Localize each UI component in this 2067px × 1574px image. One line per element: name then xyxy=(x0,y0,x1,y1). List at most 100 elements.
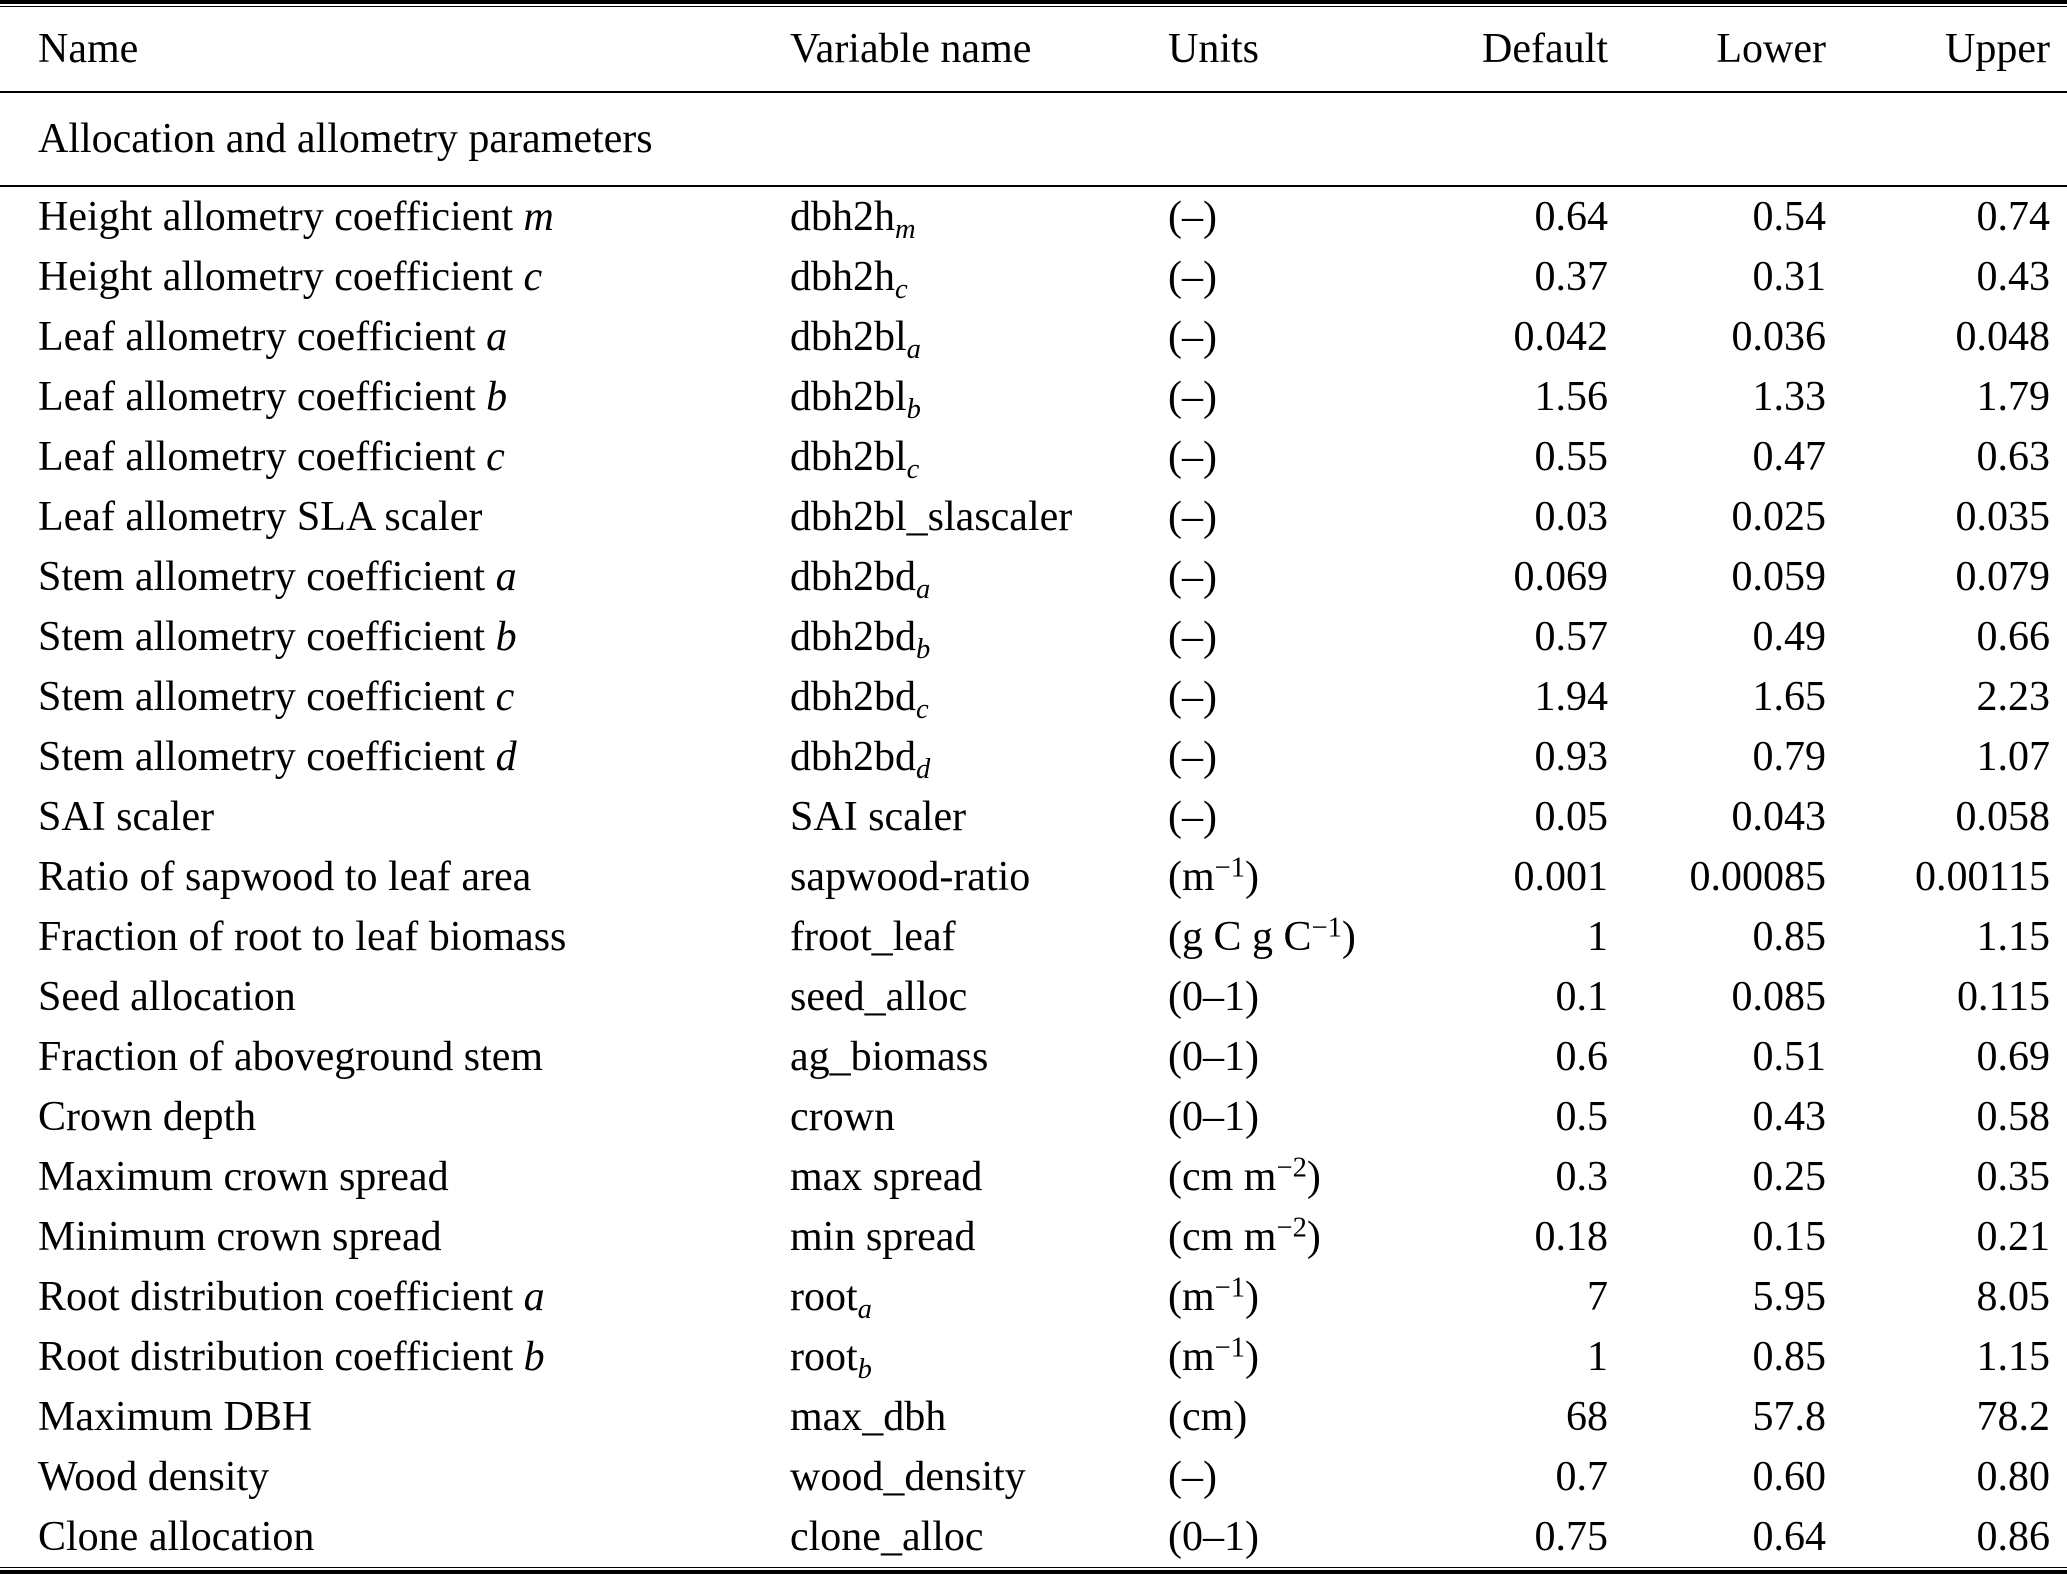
cell-name: Root distribution coefficient a xyxy=(38,1274,545,1320)
cell-variable-name: froot_leaf xyxy=(790,914,956,960)
section-header: Allocation and allometry parameters xyxy=(38,116,653,162)
cell-lower: 0.31 xyxy=(1752,254,1827,300)
cell-default: 0.069 xyxy=(1513,554,1609,600)
cell-default: 1 xyxy=(1587,1334,1608,1380)
cell-units: (–) xyxy=(1168,194,1217,240)
cell-variable-name: max spread xyxy=(790,1154,983,1200)
table-row: Root distribution coefficient b rootb (m−1… xyxy=(0,1327,2067,1387)
cell-name: Maximum DBH xyxy=(38,1394,313,1440)
cell-lower: 5.95 xyxy=(1752,1274,1827,1320)
cell-variable-name: min spread xyxy=(790,1214,976,1260)
cell-name: Fraction of root to leaf biomass xyxy=(38,914,567,960)
cell-upper: 0.63 xyxy=(1976,434,2051,480)
cell-name: Crown depth xyxy=(38,1094,257,1140)
cell-units: (–) xyxy=(1168,614,1217,660)
table-row: Stem allometry coefficient c dbh2bdc (–) 1.… xyxy=(0,667,2067,727)
table-row: Wood density wood_density (–) 0.7 0.60 0.80 xyxy=(0,1447,2067,1507)
cell-variable-name: seed_alloc xyxy=(790,974,968,1020)
column-header-lower: Lower xyxy=(1716,26,1826,72)
cell-default: 0.57 xyxy=(1534,614,1609,660)
cell-units: (–) xyxy=(1168,254,1217,300)
table-row: Stem allometry coefficient d dbh2bdd (–) 0.… xyxy=(0,727,2067,787)
cell-default: 1 xyxy=(1587,914,1608,960)
cell-default: 0.001 xyxy=(1513,854,1609,900)
table-row: Crown depth crown (0–1) 0.5 0.43 0.58 xyxy=(0,1087,2067,1147)
cell-upper: 0.35 xyxy=(1976,1154,2051,1200)
table-row: Maximum crown spread max spread (cm m−2) 0.… xyxy=(0,1147,2067,1207)
cell-units: (–) xyxy=(1168,794,1217,840)
column-header-default: Default xyxy=(1482,26,1608,72)
table-row: Fraction of root to leaf biomass froot_le… xyxy=(0,907,2067,967)
cell-name: Root distribution coefficient b xyxy=(38,1334,545,1380)
cell-default: 0.03 xyxy=(1534,494,1609,540)
cell-upper: 0.079 xyxy=(1955,554,2051,600)
cell-upper: 0.21 xyxy=(1976,1214,2051,1260)
cell-lower: 0.85 xyxy=(1752,1334,1827,1380)
cell-upper: 0.43 xyxy=(1976,254,2051,300)
cell-lower: 0.64 xyxy=(1752,1514,1827,1560)
cell-upper: 0.74 xyxy=(1976,194,2051,240)
cell-lower: 0.059 xyxy=(1731,554,1827,600)
cell-default: 0.7 xyxy=(1555,1454,1609,1500)
cell-variable-name: dbh2bdd xyxy=(790,734,931,785)
cell-upper: 0.00115 xyxy=(1915,854,2050,900)
table-row: Leaf allometry coefficient b dbh2blb (–) 1.… xyxy=(0,367,2067,427)
cell-variable-name: dbh2bl_slascaler xyxy=(790,494,1073,540)
cell-variable-name: sapwood-ratio xyxy=(790,854,1031,900)
cell-units: (–) xyxy=(1168,314,1217,360)
cell-variable-name: clone_alloc xyxy=(790,1514,984,1560)
cell-units: (m−1) xyxy=(1168,1272,1260,1320)
table-row: Stem allometry coefficient b dbh2bdb (–) 0.… xyxy=(0,607,2067,667)
table-row: Root distribution coefficient a roota (m−1… xyxy=(0,1267,2067,1327)
cell-variable-name: crown xyxy=(790,1094,895,1140)
cell-default: 0.75 xyxy=(1534,1514,1609,1560)
cell-units: (g C g C−1) xyxy=(1168,912,1356,960)
cell-units: (m−1) xyxy=(1168,852,1260,900)
cell-lower: 0.85 xyxy=(1752,914,1827,960)
cell-default: 0.64 xyxy=(1534,194,1609,240)
cell-units: (0–1) xyxy=(1168,1034,1259,1080)
cell-lower: 0.51 xyxy=(1752,1034,1827,1080)
table-row: Seed allocation seed_alloc (0–1) 0.1 0.085 0.… xyxy=(0,967,2067,1027)
cell-upper: 0.58 xyxy=(1976,1094,2051,1140)
cell-default: 0.042 xyxy=(1513,314,1609,360)
cell-lower: 0.043 xyxy=(1731,794,1827,840)
table-row: Fraction of aboveground stem ag_biomass (0… xyxy=(0,1027,2067,1087)
cell-name: Minimum crown spread xyxy=(38,1214,442,1260)
cell-lower: 0.025 xyxy=(1731,494,1827,540)
cell-name: Seed allocation xyxy=(38,974,296,1020)
cell-lower: 0.036 xyxy=(1731,314,1827,360)
cell-units: (cm m−2) xyxy=(1168,1152,1321,1200)
table-row: Maximum DBH max_dbh (cm) 68 57.8 78.2 xyxy=(0,1387,2067,1447)
cell-upper: 0.035 xyxy=(1955,494,2051,540)
cell-variable-name: roota xyxy=(790,1274,872,1325)
table-row: Minimum crown spread min spread (cm m−2) 0.… xyxy=(0,1207,2067,1267)
cell-upper: 0.80 xyxy=(1976,1454,2051,1500)
cell-upper: 0.86 xyxy=(1976,1514,2051,1560)
cell-name: Leaf allometry SLA scaler xyxy=(38,494,483,540)
cell-units: (–) xyxy=(1168,1454,1217,1500)
table-header-row: Name Variable name Units Default Lower U… xyxy=(0,7,2067,92)
cell-upper: 0.048 xyxy=(1955,314,2051,360)
cell-upper: 1.15 xyxy=(1976,914,2051,960)
cell-lower: 1.65 xyxy=(1752,674,1827,720)
table-row: Leaf allometry SLA scaler dbh2bl_slascale… xyxy=(0,487,2067,547)
cell-units: (0–1) xyxy=(1168,974,1259,1020)
cell-variable-name: dbh2blb xyxy=(790,374,921,425)
cell-lower: 0.15 xyxy=(1752,1214,1827,1260)
cell-upper: 78.2 xyxy=(1976,1394,2051,1440)
cell-lower: 0.54 xyxy=(1752,194,1827,240)
table-row: Leaf allometry coefficient a dbh2bla (–) 0.… xyxy=(0,307,2067,367)
cell-default: 0.93 xyxy=(1534,734,1609,780)
table-row: Clone allocation clone_alloc (0–1) 0.75 0.64… xyxy=(0,1507,2067,1567)
cell-default: 0.1 xyxy=(1555,974,1609,1020)
cell-name: Stem allometry coefficient c xyxy=(38,674,515,720)
cell-name: Stem allometry coefficient d xyxy=(38,734,517,780)
column-header-variable-name: Variable name xyxy=(790,26,1032,72)
cell-variable-name: max_dbh xyxy=(790,1394,947,1440)
cell-variable-name: dbh2bdb xyxy=(790,614,931,665)
cell-name: Leaf allometry coefficient b xyxy=(38,374,508,420)
cell-name: Stem allometry coefficient b xyxy=(38,614,517,660)
cell-upper: 0.66 xyxy=(1976,614,2051,660)
cell-lower: 0.79 xyxy=(1752,734,1827,780)
